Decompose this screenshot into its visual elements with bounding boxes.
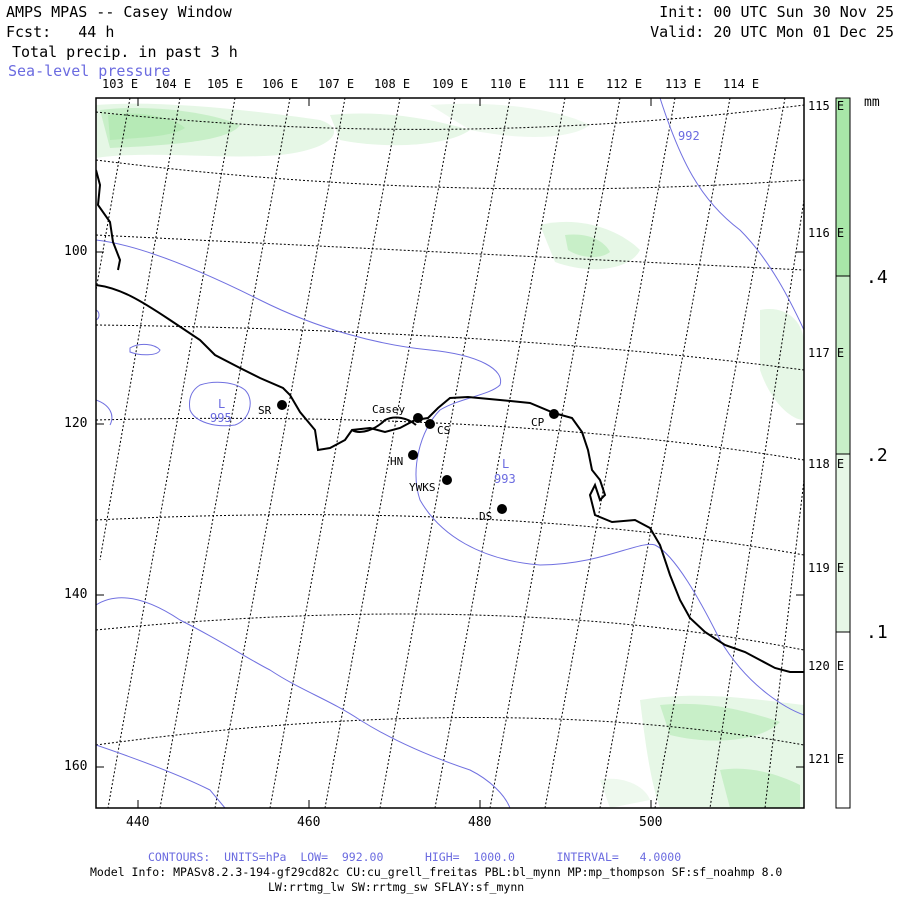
- colorbar-label-02: .2: [866, 445, 888, 466]
- colorbar-label-04: .4: [866, 267, 888, 288]
- lon-label-119: 119 E: [808, 561, 845, 575]
- station-marker-sr: [277, 400, 287, 410]
- lon-label-110: 110 E: [490, 77, 527, 91]
- station-label-cp: CP: [531, 416, 545, 429]
- lon-label-113: 113 E: [665, 77, 702, 91]
- station-marker-casey: [413, 413, 423, 423]
- lon-label-115: 115 E: [808, 99, 845, 113]
- lon-label-121: 121 E: [808, 752, 845, 766]
- station-label-hn: HN: [390, 455, 404, 468]
- lon-label-109: 109 E: [432, 77, 469, 91]
- precip-shading: [96, 103, 804, 808]
- y-tick-100: 100: [64, 244, 88, 259]
- contour-info: CONTOURS: UNITS=hPa LOW= 992.00 HIGH= 10…: [148, 850, 682, 864]
- lon-label-108: 108 E: [374, 77, 411, 91]
- lon-label-106: 106 E: [262, 77, 299, 91]
- colorbar-unit: mm: [864, 95, 880, 110]
- station-label-ds: DS: [479, 510, 493, 523]
- contour-label-992: 992: [678, 129, 700, 143]
- map-frame: [95, 97, 805, 809]
- y-tick-160: 160: [64, 759, 88, 774]
- station-marker-ds: [497, 504, 507, 514]
- station-label-ywks: YWKS: [409, 481, 436, 494]
- low-value-east: 993: [494, 472, 516, 486]
- stations: [277, 400, 559, 514]
- x-tick-460: 460: [297, 815, 321, 830]
- lon-label-118: 118 E: [808, 457, 845, 471]
- low-value-west: 995: [210, 411, 232, 425]
- lon-label-120: 120 E: [808, 659, 845, 673]
- y-tick-140: 140: [64, 587, 88, 602]
- station-marker-ywks: [442, 475, 452, 485]
- low-marker-west: L: [218, 397, 226, 411]
- lon-label-103: 103 E: [102, 77, 139, 91]
- station-label-cs: CS: [437, 424, 451, 437]
- lon-label-111: 111 E: [548, 77, 585, 91]
- forecast-hour: Fcst: 44 h: [6, 23, 115, 41]
- init-time: Init: 00 UTC Sun 30 Nov 25: [659, 3, 894, 21]
- latitude-lines: [96, 104, 804, 746]
- low-marker-east: L: [502, 457, 510, 471]
- station-label-sr: SR: [258, 404, 272, 417]
- x-tick-480: 480: [468, 815, 492, 830]
- lon-label-105: 105 E: [207, 77, 244, 91]
- x-axis-ticks: [96, 98, 804, 808]
- coastline: [96, 169, 804, 673]
- valid-time: Valid: 20 UTC Mon 01 Dec 25: [650, 23, 894, 41]
- lon-label-114: 114 E: [723, 77, 760, 91]
- model-info: Model Info: MPASv8.2.3-194-gf29cd82c CU:…: [90, 865, 783, 879]
- station-marker-cp: [549, 409, 559, 419]
- lon-label-117: 117 E: [808, 346, 845, 360]
- lon-label-104: 104 E: [155, 77, 192, 91]
- x-tick-440: 440: [126, 815, 150, 830]
- y-tick-120: 120: [64, 416, 88, 431]
- lon-label-116: 116 E: [808, 226, 845, 240]
- lon-label-112: 112 E: [606, 77, 643, 91]
- x-tick-500: 500: [639, 815, 663, 830]
- lon-label-107: 107 E: [318, 77, 355, 91]
- station-marker-cs: [425, 419, 435, 429]
- colorbar-label-01: .1: [866, 622, 888, 643]
- map-title: AMPS MPAS -- Casey Window: [6, 3, 232, 21]
- field-name: Total precip. in past 3 h: [12, 43, 238, 61]
- pressure-contours: [96, 98, 804, 808]
- longitude-lines: [96, 98, 804, 808]
- station-marker-hn: [408, 450, 418, 460]
- model-info-physics: LW:rrtmg_lw SW:rrtmg_sw SFLAY:sf_mynn: [268, 880, 525, 894]
- station-label-casey: Casey: [372, 403, 406, 416]
- colorbar: [835, 97, 851, 809]
- overlay-name: Sea-level pressure: [8, 62, 171, 80]
